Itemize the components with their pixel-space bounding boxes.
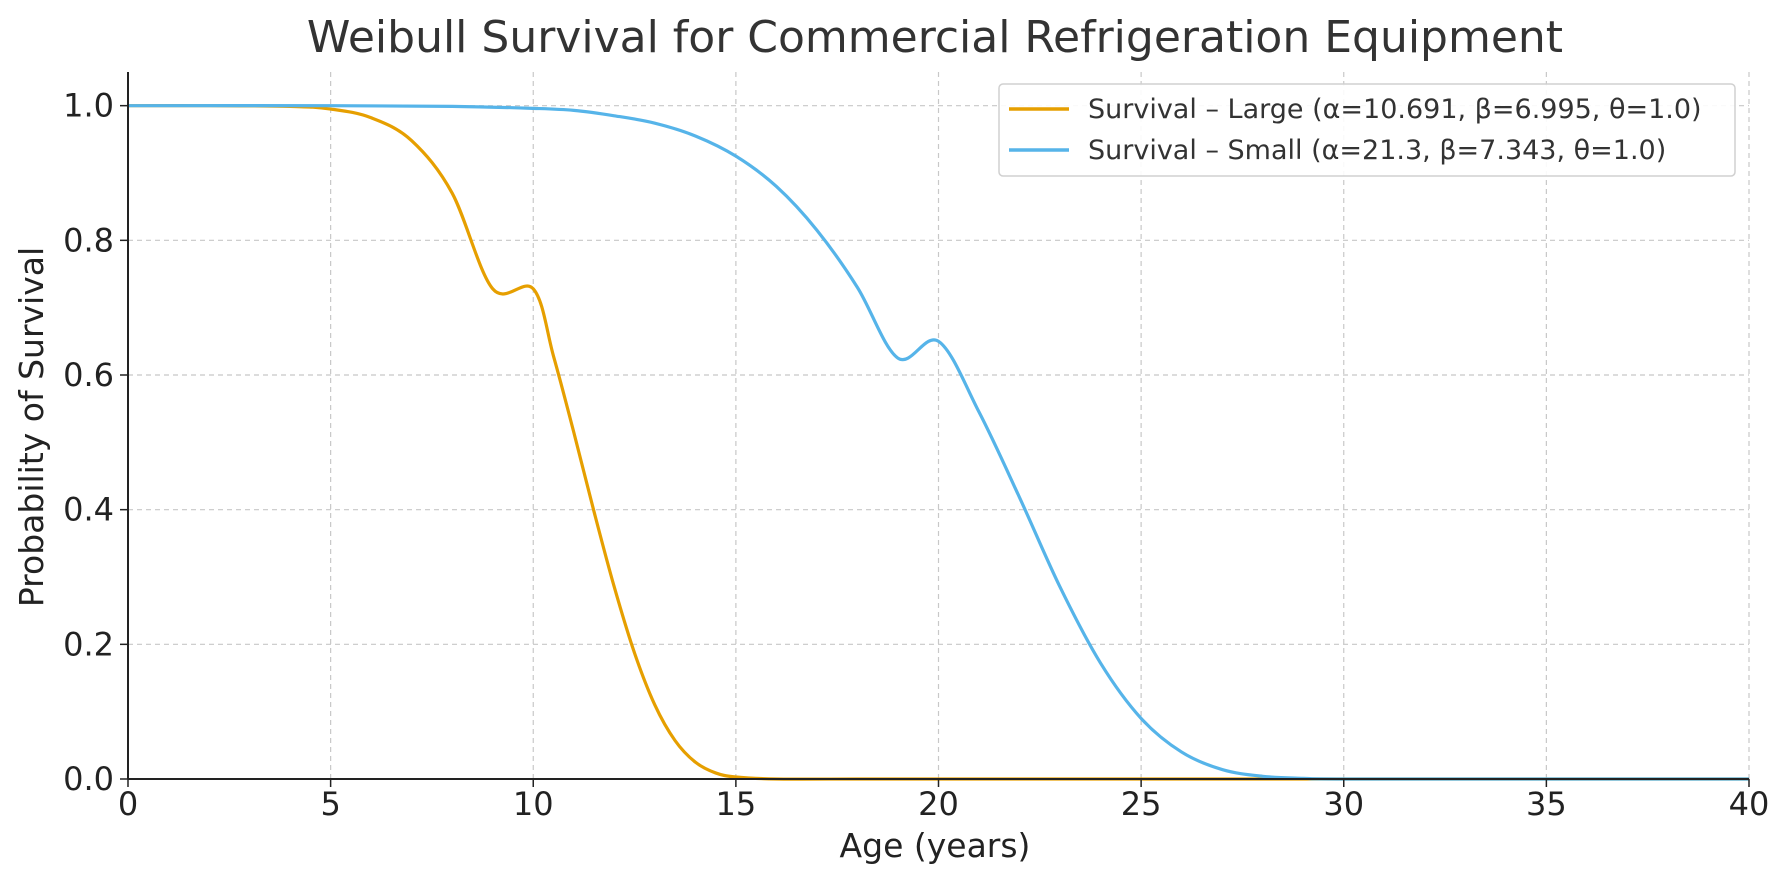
x-tick-label: 35 (1526, 785, 1567, 823)
legend-label: Survival – Small (α=21.3, β=7.343, θ=1.0… (1088, 135, 1666, 166)
x-tick-label: 20 (918, 785, 959, 823)
legend-box (998, 83, 1736, 177)
series-line-small (127, 104, 1749, 781)
x-tick-label: 0 (118, 785, 138, 823)
axes (120, 72, 1750, 787)
tick-labels: 0 5 10 15 20 25 30 35 40 0.0 0.2 0.4 0.6 0.8 1.0 (63, 87, 1769, 823)
y-tick-label: 0.4 (63, 491, 114, 529)
y-tick-label: 0.8 (63, 221, 114, 259)
legend-label: Survival – Large (α=10.691, β=6.995, θ=1… (1088, 94, 1702, 125)
y-tick-label: 0.0 (63, 760, 114, 798)
x-tick-label: 25 (1121, 785, 1162, 823)
legend: Survival – Large (α=10.691, β=6.995, θ=1… (998, 83, 1736, 177)
x-axis-label: Age (years) (840, 826, 1031, 865)
x-tick-label: 40 (1729, 785, 1770, 823)
x-tick-label: 5 (320, 785, 340, 823)
x-tick-label: 30 (1323, 785, 1364, 823)
y-tick-label: 0.6 (63, 356, 114, 394)
x-tick-label: 10 (513, 785, 554, 823)
chart-title: Weibull Survival for Commercial Refriger… (307, 12, 1563, 63)
y-tick-label: 0.2 (63, 625, 114, 663)
x-tick-label: 15 (716, 785, 757, 823)
y-axis-label: Probability of Survival (12, 247, 51, 607)
y-tick-label: 1.0 (63, 87, 114, 125)
